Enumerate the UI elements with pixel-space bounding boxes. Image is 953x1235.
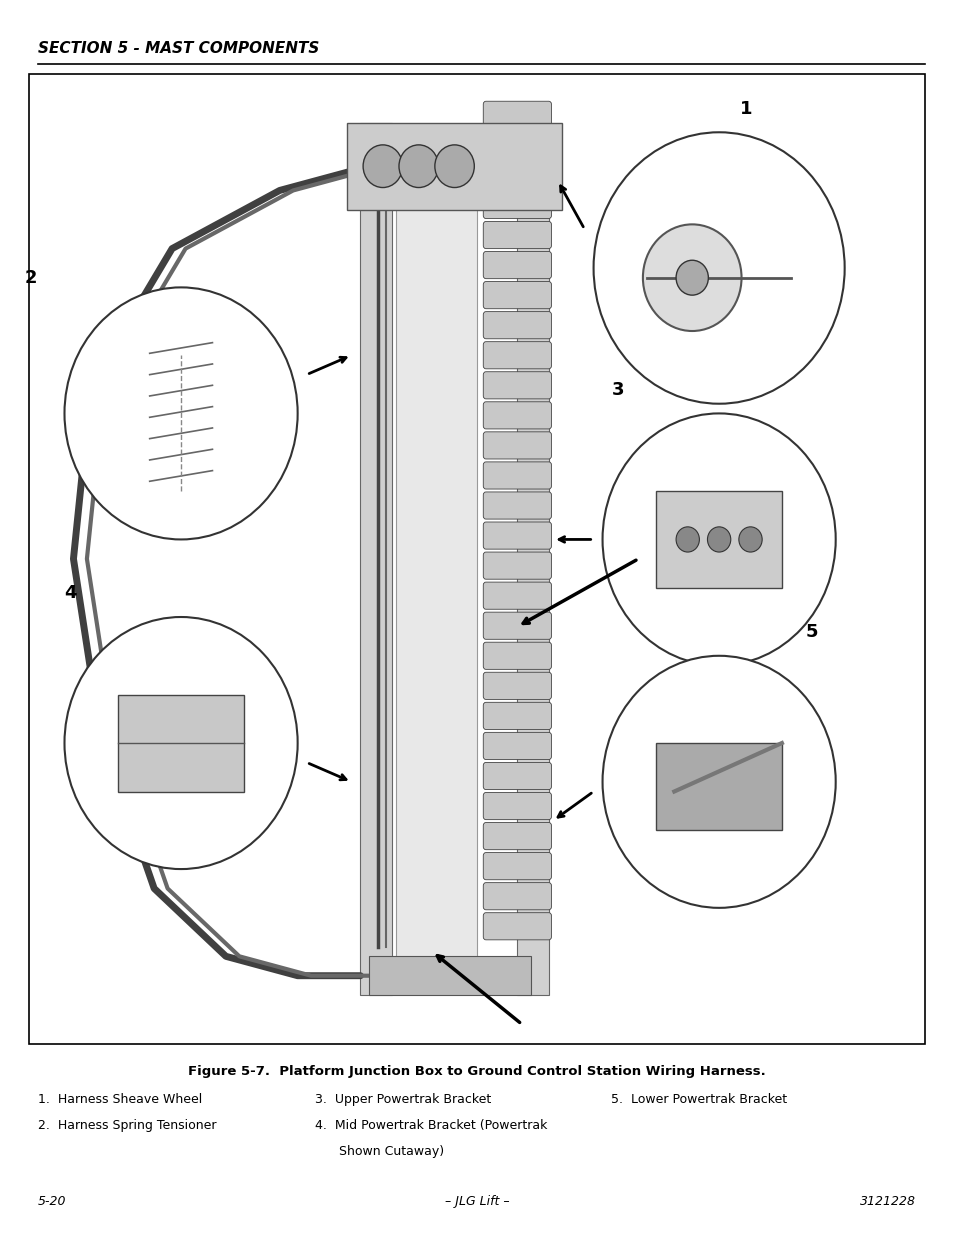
Text: 4.  Mid Powertrak Bracket (Powertrak: 4. Mid Powertrak Bracket (Powertrak (314, 1119, 547, 1132)
Circle shape (602, 656, 835, 908)
FancyBboxPatch shape (483, 582, 551, 609)
FancyBboxPatch shape (483, 703, 551, 730)
Bar (29, 74, 924, 1044)
FancyBboxPatch shape (483, 462, 551, 489)
Text: – JLG Lift –: – JLG Lift – (444, 1194, 509, 1208)
Text: 5-20: 5-20 (38, 1194, 67, 1208)
FancyBboxPatch shape (483, 913, 551, 940)
Circle shape (65, 288, 297, 540)
Circle shape (602, 414, 835, 666)
FancyBboxPatch shape (483, 732, 551, 760)
Text: Figure 5-7.  Platform Junction Box to Ground Control Station Wiring Harness.: Figure 5-7. Platform Junction Box to Gro… (188, 1065, 765, 1078)
Text: SECTION 5 - MAST COMPONENTS: SECTION 5 - MAST COMPONENTS (38, 41, 319, 56)
Bar (118, 694, 244, 792)
FancyBboxPatch shape (483, 342, 551, 369)
FancyBboxPatch shape (483, 162, 551, 189)
Text: 2.  Harness Spring Tensioner: 2. Harness Spring Tensioner (38, 1119, 216, 1132)
FancyBboxPatch shape (483, 642, 551, 669)
Text: 4: 4 (65, 584, 77, 603)
Circle shape (676, 261, 708, 295)
Text: 3.  Upper Powertrak Bracket: 3. Upper Powertrak Bracket (314, 1093, 491, 1107)
FancyBboxPatch shape (483, 492, 551, 519)
Circle shape (65, 618, 297, 869)
FancyBboxPatch shape (483, 793, 551, 820)
FancyBboxPatch shape (483, 101, 551, 128)
Text: 3121228: 3121228 (859, 1194, 915, 1208)
Circle shape (676, 527, 699, 552)
Bar (360, 122, 392, 995)
Bar (347, 122, 561, 210)
FancyBboxPatch shape (483, 852, 551, 879)
FancyBboxPatch shape (483, 372, 551, 399)
FancyBboxPatch shape (483, 672, 551, 699)
Text: Shown Cutaway): Shown Cutaway) (314, 1145, 443, 1158)
FancyBboxPatch shape (483, 311, 551, 338)
Circle shape (363, 144, 402, 188)
Text: 1: 1 (739, 100, 752, 117)
Text: 5.  Lower Powertrak Bracket: 5. Lower Powertrak Bracket (610, 1093, 786, 1107)
Circle shape (593, 132, 843, 404)
Bar (517, 122, 548, 995)
Circle shape (435, 144, 474, 188)
Circle shape (707, 527, 730, 552)
FancyBboxPatch shape (483, 432, 551, 459)
FancyBboxPatch shape (483, 552, 551, 579)
Text: 2: 2 (25, 269, 37, 288)
FancyBboxPatch shape (483, 282, 551, 309)
FancyBboxPatch shape (483, 191, 551, 219)
Text: 1.  Harness Sheave Wheel: 1. Harness Sheave Wheel (38, 1093, 202, 1107)
Bar (656, 743, 781, 830)
Text: 3: 3 (611, 380, 623, 399)
FancyBboxPatch shape (483, 221, 551, 248)
Circle shape (738, 527, 761, 552)
FancyBboxPatch shape (483, 131, 551, 158)
FancyBboxPatch shape (483, 252, 551, 279)
Text: 5: 5 (804, 624, 817, 641)
FancyBboxPatch shape (483, 762, 551, 789)
FancyBboxPatch shape (483, 522, 551, 550)
Bar (395, 142, 476, 976)
FancyBboxPatch shape (483, 401, 551, 429)
FancyBboxPatch shape (483, 613, 551, 640)
FancyBboxPatch shape (483, 883, 551, 910)
Bar (369, 956, 530, 995)
Bar (656, 492, 781, 588)
Circle shape (398, 144, 438, 188)
Circle shape (642, 225, 740, 331)
FancyBboxPatch shape (483, 823, 551, 850)
